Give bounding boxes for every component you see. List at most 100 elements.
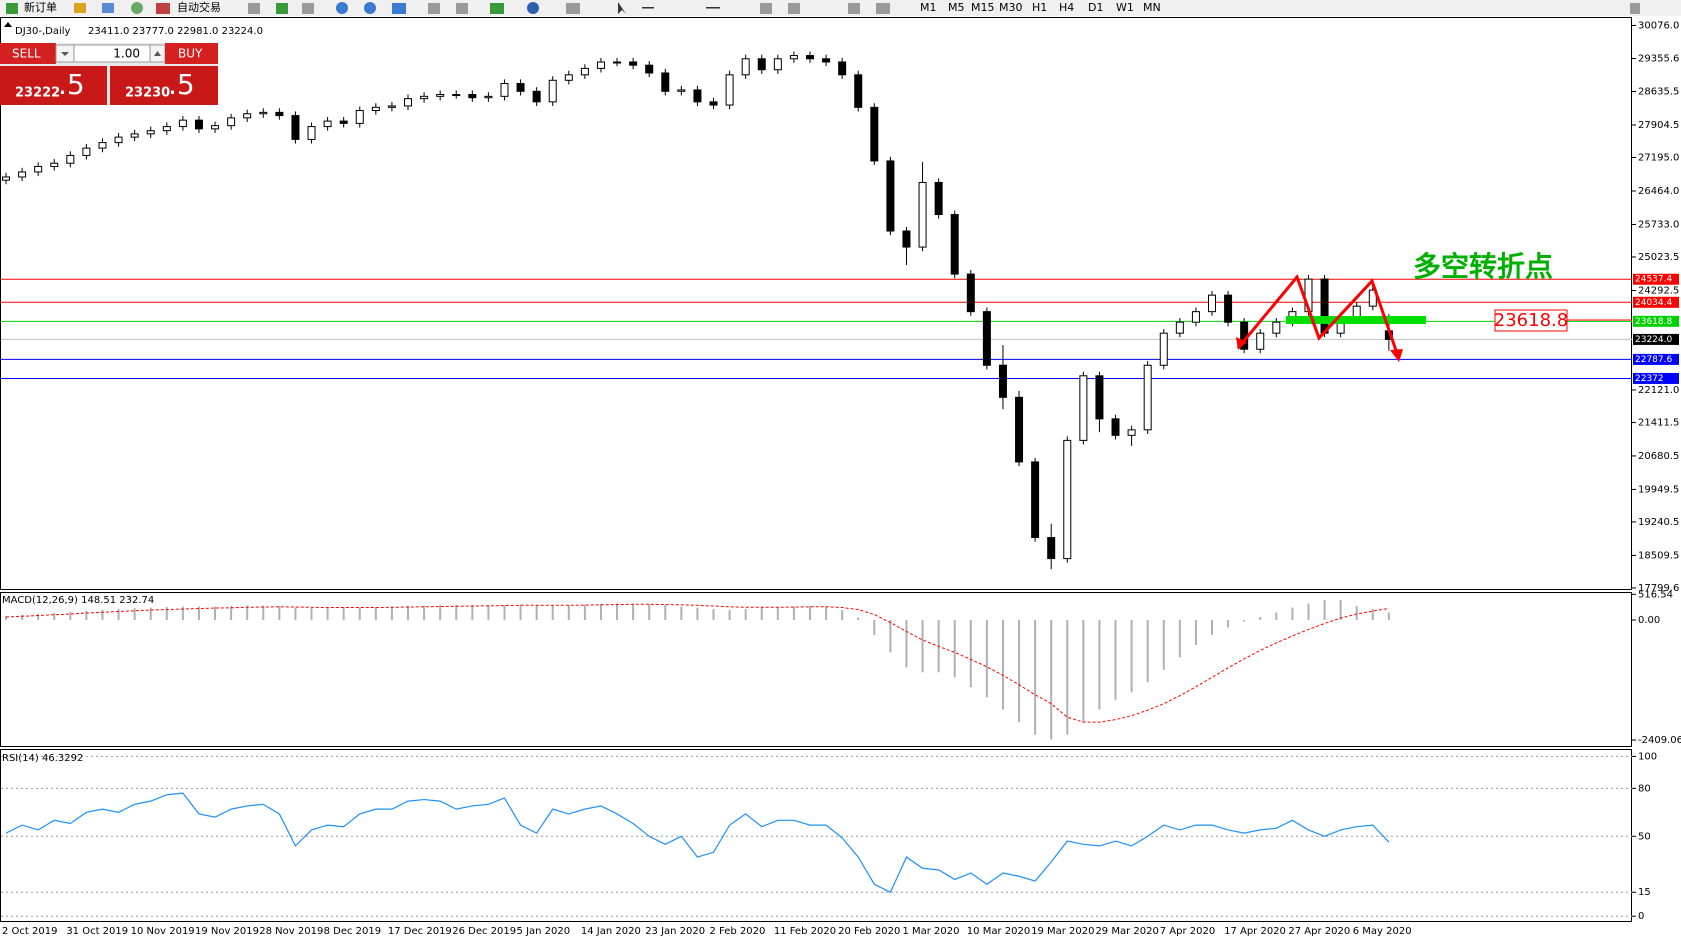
y-tick-label: 29355.6 <box>1638 54 1679 65</box>
bid-main[interactable]: 23222 <box>15 86 60 101</box>
toolbar-item[interactable]: M5 <box>948 1 965 14</box>
candle-body <box>1192 312 1199 323</box>
y-tick-label: 22121.0 <box>1638 385 1679 396</box>
bid-tail[interactable]: .5 <box>58 68 85 101</box>
toolbar-item[interactable]: M30 <box>999 1 1023 14</box>
candle-body <box>292 116 299 140</box>
candle-body <box>388 106 395 107</box>
icon[interactable] <box>1630 3 1640 14</box>
icon[interactable] <box>102 3 114 13</box>
candle-body <box>276 112 283 115</box>
y-tick-label: 24292.5 <box>1638 285 1679 296</box>
candle-body <box>1176 322 1183 333</box>
icon[interactable] <box>848 3 860 14</box>
x-tick-label: 10 Nov 2019 <box>131 926 195 937</box>
x-tick-label: 17 Dec 2019 <box>388 926 452 937</box>
y-tick-label: 19949.5 <box>1638 484 1679 495</box>
icon[interactable] <box>428 3 440 14</box>
y-tick-label: 516.54 <box>1638 589 1673 600</box>
candle-body <box>565 75 572 80</box>
y-tick-label: 20680.5 <box>1638 451 1679 462</box>
x-tick-label: 23 Jan 2020 <box>645 926 705 937</box>
icon[interactable] <box>276 3 288 14</box>
icon[interactable] <box>131 2 143 14</box>
candle-body <box>678 90 685 91</box>
icon[interactable] <box>527 2 539 14</box>
x-tick-label: 10 Mar 2020 <box>967 926 1030 937</box>
candle-body <box>581 68 588 74</box>
icon[interactable] <box>788 3 800 14</box>
candle-body <box>823 59 830 62</box>
icon[interactable] <box>760 3 772 14</box>
toolbar-item[interactable]: MN <box>1143 1 1161 14</box>
icon[interactable] <box>642 7 654 9</box>
x-tick-label: 7 Apr 2020 <box>1160 926 1215 937</box>
icon[interactable] <box>706 7 720 9</box>
candle-body <box>340 121 347 123</box>
level-label: 24537.4 <box>1635 275 1672 285</box>
lots-value[interactable]: 1.00 <box>113 47 140 61</box>
candle-body <box>742 59 749 75</box>
sell-label[interactable]: SELL <box>12 47 41 61</box>
toolbar-item[interactable]: M15 <box>971 1 995 14</box>
candle-body <box>260 112 267 113</box>
x-tick-label: 14 Jan 2020 <box>581 926 641 937</box>
toolbar-item[interactable]: W1 <box>1116 1 1134 14</box>
toolbar-item[interactable]: H4 <box>1059 1 1074 14</box>
ask-tail[interactable]: .5 <box>168 68 195 101</box>
icon[interactable] <box>364 2 376 14</box>
icon[interactable] <box>456 3 468 14</box>
icon[interactable] <box>490 3 504 14</box>
level-label: 24034.4 <box>1635 298 1672 308</box>
rsi-title: RSI(14) 46.3292 <box>2 753 83 764</box>
y-tick-label: 26464.0 <box>1638 186 1679 197</box>
candle-body <box>871 107 878 161</box>
candle-body <box>131 134 138 137</box>
y-tick-label: 0.00 <box>1638 615 1660 626</box>
x-tick-label: 5 Jan 2020 <box>517 926 571 937</box>
icon[interactable] <box>248 3 260 14</box>
candle-body <box>356 111 363 124</box>
candle-body <box>51 163 58 166</box>
buy-label[interactable]: BUY <box>178 47 203 61</box>
icon[interactable] <box>6 3 18 14</box>
icon[interactable] <box>336 2 348 14</box>
macd-signal <box>6 604 1389 722</box>
x-tick-label: 17 Apr 2020 <box>1224 926 1286 937</box>
x-tick-label: 26 Dec 2019 <box>452 926 516 937</box>
level-label: 22372 <box>1635 374 1664 384</box>
macd-panel <box>1 593 1632 747</box>
candle-body <box>195 120 202 129</box>
candle-body <box>244 114 251 118</box>
toolbar-item[interactable]: M1 <box>920 1 937 14</box>
candle-body <box>163 127 170 131</box>
level-label: 23618.8 <box>1635 317 1672 327</box>
x-tick-label: 19 Mar 2020 <box>1031 926 1094 937</box>
toolbar-item[interactable]: 新订单 <box>24 0 57 14</box>
ask-main[interactable]: 23230 <box>125 86 170 101</box>
icon[interactable] <box>392 3 406 14</box>
x-tick-label: 19 Nov 2019 <box>195 926 259 937</box>
toolbar-item[interactable]: H1 <box>1032 1 1047 14</box>
candle-body <box>1273 322 1280 333</box>
candle-body <box>405 99 412 106</box>
candle-body <box>999 365 1006 397</box>
candle-body <box>35 166 42 171</box>
x-tick-label: 27 Apr 2020 <box>1288 926 1350 937</box>
icon[interactable] <box>566 3 580 14</box>
icon[interactable] <box>156 3 170 14</box>
candle-body <box>903 231 910 247</box>
icon[interactable] <box>302 3 314 14</box>
candle-body <box>919 182 926 247</box>
y-tick-label: 25733.0 <box>1638 219 1679 230</box>
toolbar-item[interactable]: D1 <box>1088 1 1103 14</box>
candle-body <box>983 312 990 366</box>
candle-body <box>212 126 219 129</box>
trade-panel: SELL 1.00 BUY 23222 .5 23230 .5 <box>0 43 218 105</box>
x-tick-label: 8 Dec 2019 <box>324 926 382 937</box>
candle-body <box>1321 279 1328 333</box>
icon[interactable] <box>74 3 86 13</box>
arrow-head <box>1390 349 1403 362</box>
toolbar-item[interactable]: 自动交易 <box>177 0 221 14</box>
icon[interactable] <box>876 3 890 14</box>
